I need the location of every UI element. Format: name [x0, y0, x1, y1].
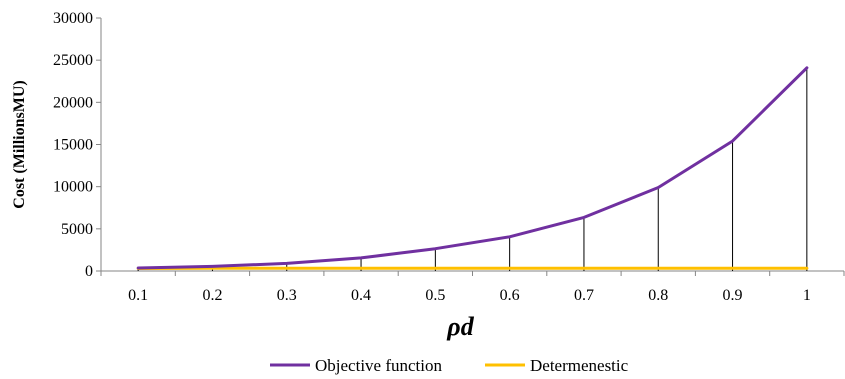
x-tick-label: 0.4 — [351, 287, 371, 304]
series-line — [136, 66, 809, 270]
y-tick-label: 25000 — [53, 52, 93, 69]
x-tick-label: 1 — [803, 287, 811, 304]
series-lines — [136, 66, 809, 270]
y-tick-label: 15000 — [53, 137, 93, 154]
axes — [96, 17, 845, 276]
y-axis-label: Cost (MillionsMU) — [11, 80, 28, 208]
drop-lines — [137, 67, 808, 271]
legend-label: Objective function — [315, 356, 442, 375]
x-tick-label: 0.6 — [500, 287, 520, 304]
x-tick-label: 0.2 — [202, 287, 222, 304]
x-tick-label: 0.5 — [425, 287, 445, 304]
y-tick-label: 20000 — [53, 94, 93, 111]
x-tick-label: 0.1 — [128, 287, 148, 304]
x-tick-label: 0.8 — [648, 287, 668, 304]
y-tick-label: 0 — [85, 263, 93, 280]
x-tick-label: 0.9 — [723, 287, 743, 304]
legend: Objective function Determenestic — [270, 356, 629, 375]
y-tick-labels: 0 5000 10000 15000 20000 25000 30000 — [53, 10, 93, 280]
y-tick-label: 30000 — [53, 10, 93, 27]
y-tick-label: 5000 — [61, 221, 93, 238]
x-tick-labels: 0.1 0.2 0.3 0.4 0.5 0.6 0.7 0.8 0.9 1 — [128, 287, 811, 304]
x-tick-label: 0.7 — [574, 287, 594, 304]
x-tick-label: 0.3 — [277, 287, 297, 304]
y-tick-label: 10000 — [53, 179, 93, 196]
x-axis-label: ρd — [446, 312, 474, 341]
legend-label: Determenestic — [530, 356, 629, 375]
